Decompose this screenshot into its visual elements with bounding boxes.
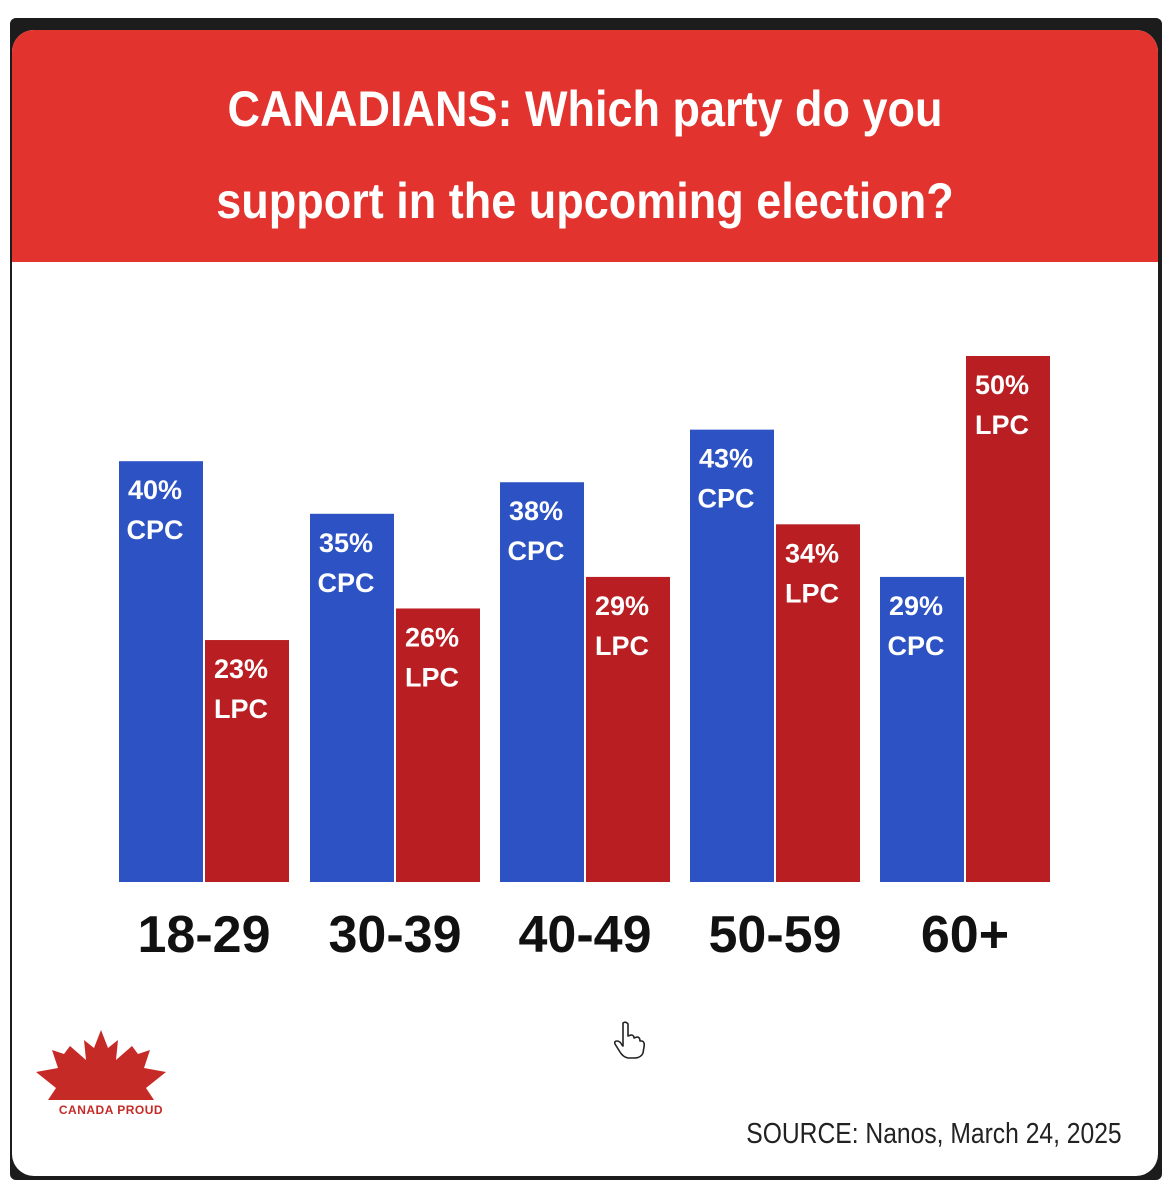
series-label-cpc-60plus: CPC: [887, 631, 944, 661]
chart-title-line-1: CANADIANS: Which party do you: [227, 81, 943, 137]
value-label-lpc-50-59: 34%: [785, 538, 839, 568]
series-label-lpc-18-29: LPC: [214, 694, 268, 724]
bar-cpc-30-39: [310, 513, 394, 882]
value-label-lpc-40-49: 29%: [595, 591, 649, 621]
value-label-cpc-40-49: 38%: [509, 496, 563, 526]
series-label-lpc-50-59: LPC: [785, 578, 839, 608]
title-banner: CANADIANS: Which party do you support in…: [12, 30, 1158, 262]
series-label-cpc-30-39: CPC: [317, 568, 374, 598]
x-tick-label-18-29: 18-29: [138, 906, 271, 964]
bar-chart: 40% CPC 23% LPC 18-29 35% CPC 26% LPC 30-39 38% CPC…: [119, 356, 1050, 964]
series-label-lpc-40-49: LPC: [595, 631, 649, 661]
series-label-cpc-40-49: CPC: [507, 536, 564, 566]
hand-pointer-icon: [613, 1021, 646, 1059]
bar-lpc-30-39: [396, 608, 480, 882]
x-tick-label-30-39: 30-39: [329, 906, 462, 964]
value-label-cpc-30-39: 35%: [319, 528, 373, 558]
poll-card: CANADIANS: Which party do you support in…: [12, 30, 1158, 1176]
series-label-lpc-30-39: LPC: [405, 662, 459, 692]
bar-lpc-50-59: [776, 524, 860, 882]
bar-cpc-50-59: [690, 429, 774, 882]
value-label-lpc-18-29: 23%: [214, 654, 268, 684]
series-label-lpc-60plus: LPC: [975, 410, 1029, 440]
bar-cpc-18-29: [119, 461, 203, 882]
chart-title-line-2: support in the upcoming election?: [216, 173, 954, 229]
value-label-lpc-60plus: 50%: [975, 370, 1029, 400]
x-tick-label-40-49: 40-49: [519, 906, 652, 964]
value-label-cpc-50-59: 43%: [699, 444, 753, 474]
value-label-cpc-60plus: 29%: [889, 591, 943, 621]
maple-leaf-icon: [36, 1030, 166, 1100]
bar-cpc-60plus: [880, 576, 964, 882]
value-label-cpc-18-29: 40%: [128, 475, 182, 505]
logo-text: CANADA PROUD: [36, 1103, 186, 1117]
bar-lpc-40-49: [586, 576, 670, 882]
bar-lpc-60plus: [966, 356, 1050, 882]
series-label-cpc-18-29: CPC: [126, 515, 183, 545]
bar-lpc-18-29: [205, 640, 289, 882]
source-note: SOURCE: Nanos, March 24, 2025: [746, 1118, 1122, 1150]
series-label-cpc-50-59: CPC: [697, 484, 754, 514]
x-tick-label-60plus: 60+: [921, 906, 1009, 964]
x-tick-label-50-59: 50-59: [709, 906, 842, 964]
value-label-lpc-30-39: 26%: [405, 622, 459, 652]
bar-cpc-40-49: [500, 482, 584, 882]
